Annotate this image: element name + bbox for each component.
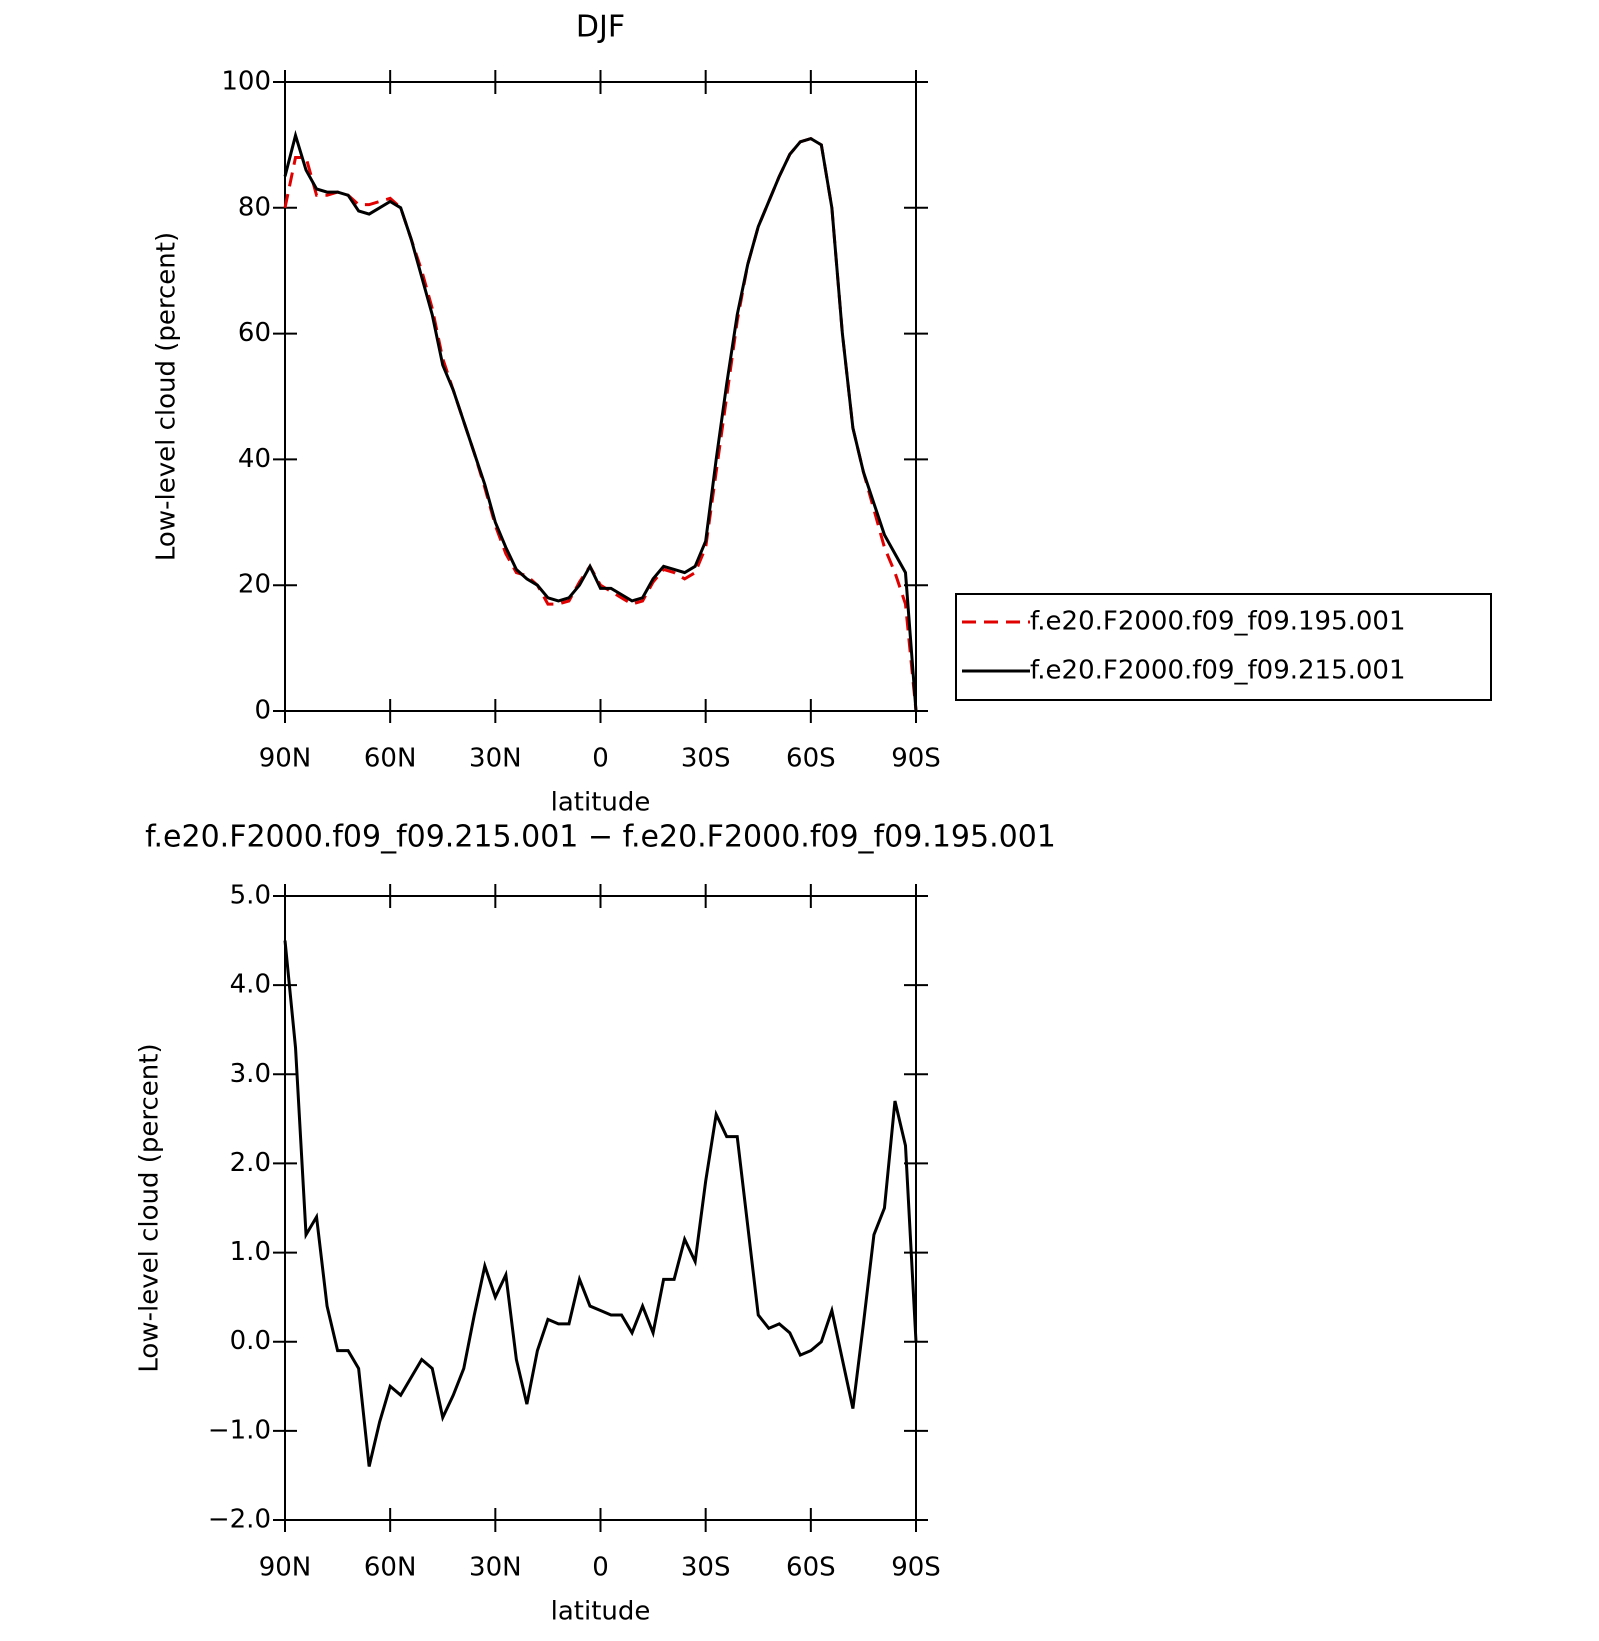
y-tick-label: 0.0 <box>230 1326 271 1356</box>
chart-title: DJF <box>576 10 625 45</box>
y-tick-label: −1.0 <box>208 1415 271 1445</box>
y-tick-label: 40 <box>238 444 271 474</box>
chart-title: f.e20.F2000.f09_f09.215.001 − f.e20.F200… <box>145 820 1056 855</box>
y-tick-label: 100 <box>221 67 271 97</box>
legend-label: f.e20.F2000.f09_f09.215.001 <box>1030 656 1406 686</box>
y-tick-label: 80 <box>238 192 271 222</box>
x-tick-label: 60N <box>364 744 417 774</box>
y-tick-label: −2.0 <box>208 1505 271 1535</box>
y-tick-label: 4.0 <box>230 970 271 1000</box>
y-tick-label: 5.0 <box>230 881 271 911</box>
x-tick-label: 90N <box>259 744 312 774</box>
x-tick-label: 30S <box>681 744 731 774</box>
x-tick-label: 90S <box>891 744 941 774</box>
y-axis-label: Low-level cloud (percent) <box>152 232 182 561</box>
x-tick-label: 30N <box>469 1553 522 1583</box>
y-tick-label: 0 <box>254 696 271 726</box>
x-tick-label: 30N <box>469 744 522 774</box>
y-tick-label: 1.0 <box>230 1237 271 1267</box>
x-tick-label: 0 <box>592 1553 609 1583</box>
y-tick-label: 3.0 <box>230 1059 271 1089</box>
x-tick-label: 60S <box>786 1553 836 1583</box>
x-tick-label: 60S <box>786 744 836 774</box>
data-line <box>283 136 918 712</box>
x-tick-label: 90N <box>259 1553 312 1583</box>
y-tick-label: 20 <box>238 570 271 600</box>
plot-frame <box>284 81 917 712</box>
x-axis-label: latitude <box>551 788 651 818</box>
legend-box <box>955 593 1492 701</box>
legend-label: f.e20.F2000.f09_f09.195.001 <box>1030 607 1406 637</box>
x-tick-label: 30S <box>681 1553 731 1583</box>
x-tick-label: 60N <box>364 1553 417 1583</box>
y-axis-label: Low-level cloud (percent) <box>135 1043 165 1372</box>
x-tick-label: 90S <box>891 1553 941 1583</box>
x-tick-label: 0 <box>592 744 609 774</box>
data-line <box>283 129 918 712</box>
plot-frame <box>284 895 917 1521</box>
data-line <box>283 940 918 1467</box>
y-tick-label: 2.0 <box>230 1148 271 1178</box>
x-axis-label: latitude <box>551 1597 651 1627</box>
y-tick-label: 60 <box>238 318 271 348</box>
